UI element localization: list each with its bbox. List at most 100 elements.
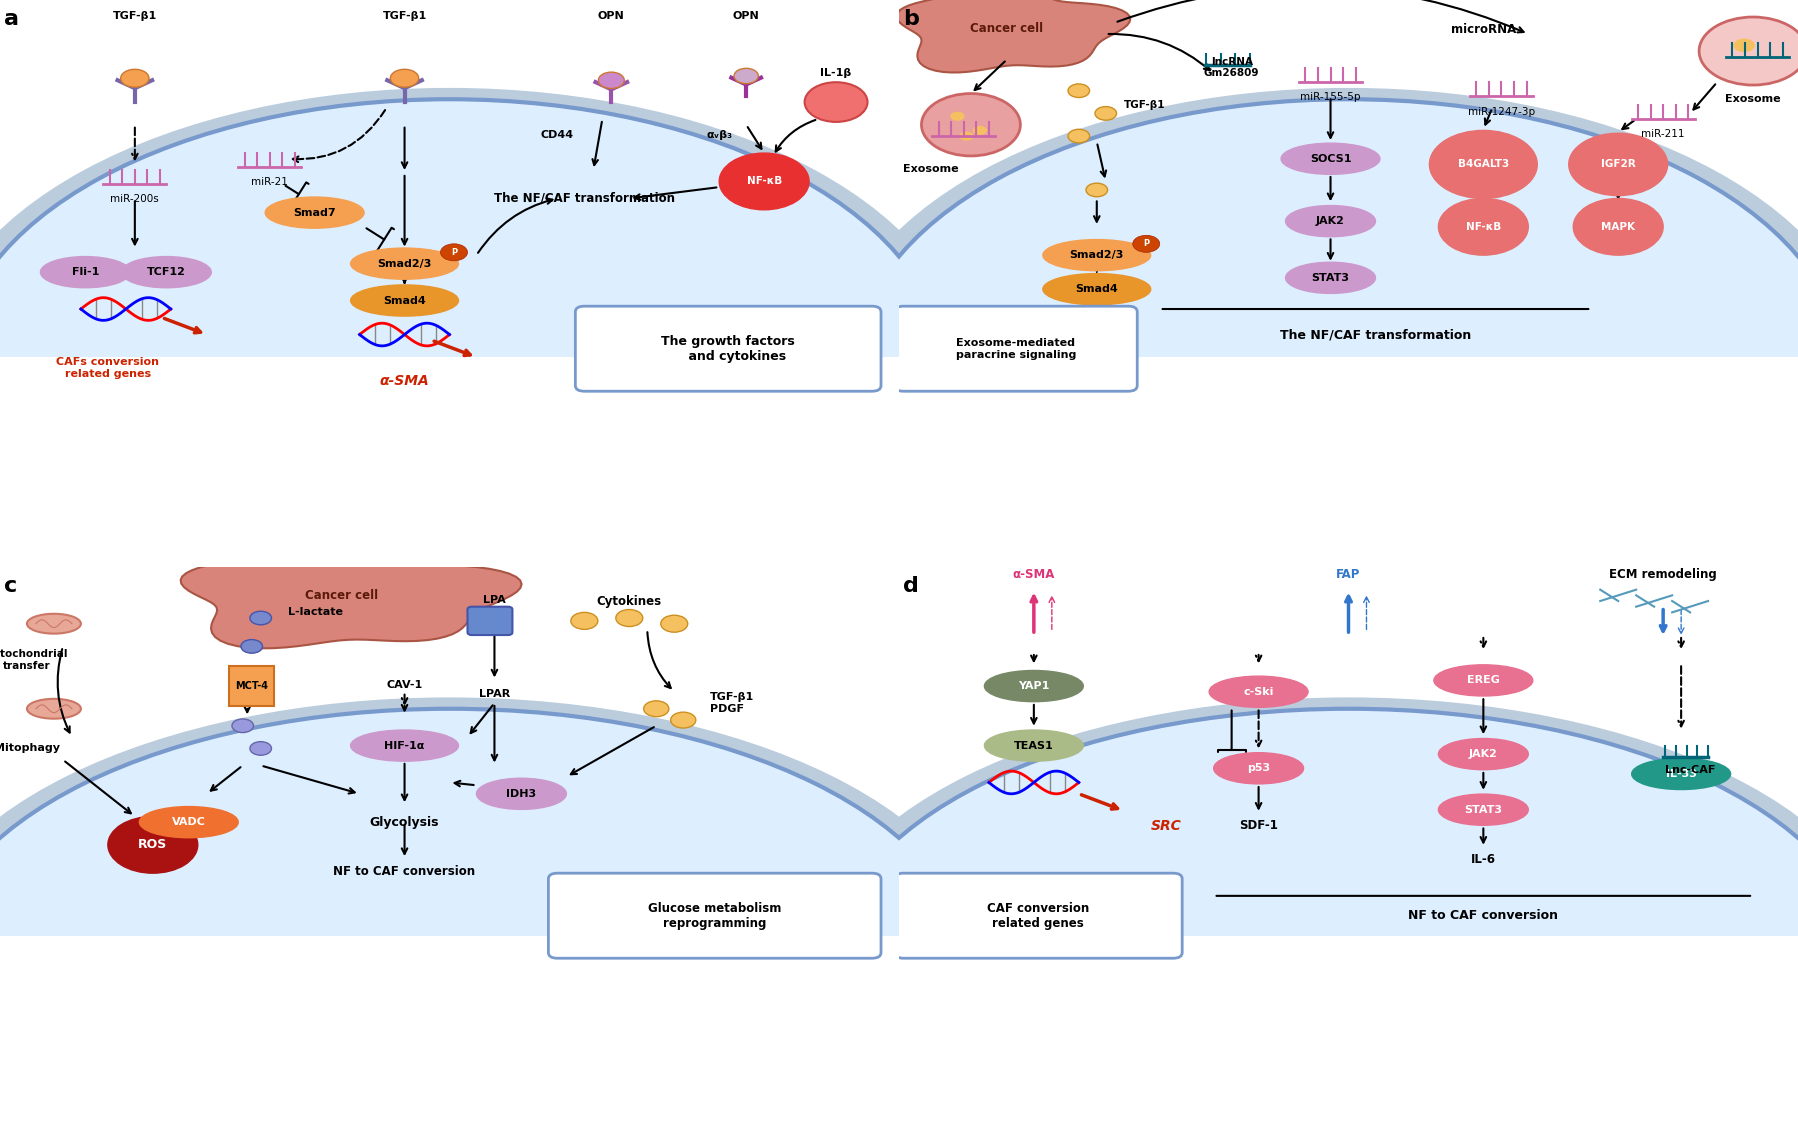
Text: Lnc-CAF: Lnc-CAF bbox=[1665, 765, 1715, 776]
Circle shape bbox=[1086, 183, 1108, 197]
Text: miR-211: miR-211 bbox=[1642, 129, 1685, 139]
Circle shape bbox=[806, 83, 868, 122]
Circle shape bbox=[644, 701, 669, 717]
Ellipse shape bbox=[1286, 205, 1375, 237]
Ellipse shape bbox=[831, 709, 1798, 1134]
Bar bbox=[854, 357, 1798, 595]
Text: SDF-1: SDF-1 bbox=[1239, 819, 1278, 832]
Text: Glycolysis: Glycolysis bbox=[370, 816, 439, 829]
Ellipse shape bbox=[1208, 676, 1307, 708]
Text: P: P bbox=[451, 248, 457, 256]
Circle shape bbox=[1568, 134, 1669, 196]
Ellipse shape bbox=[476, 778, 566, 810]
Ellipse shape bbox=[266, 197, 363, 228]
FancyBboxPatch shape bbox=[575, 306, 881, 391]
Text: LPA: LPA bbox=[484, 595, 505, 606]
Text: ROS: ROS bbox=[138, 838, 167, 852]
Text: α-SMA: α-SMA bbox=[379, 374, 430, 388]
Circle shape bbox=[441, 244, 467, 261]
Text: CD44: CD44 bbox=[541, 130, 574, 141]
Ellipse shape bbox=[984, 670, 1082, 702]
Text: IL-6: IL-6 bbox=[1471, 853, 1496, 866]
Bar bbox=[230, 666, 273, 705]
Text: miR-200s: miR-200s bbox=[110, 195, 160, 204]
Text: Smad2/3: Smad2/3 bbox=[378, 259, 432, 269]
Circle shape bbox=[599, 73, 624, 88]
Text: lncRNA
Gm26809: lncRNA Gm26809 bbox=[1205, 57, 1259, 78]
Text: miR-21: miR-21 bbox=[252, 178, 288, 187]
Text: TCF12: TCF12 bbox=[147, 268, 185, 277]
Text: p53: p53 bbox=[1248, 763, 1269, 773]
Text: Fli-1: Fli-1 bbox=[72, 268, 99, 277]
Circle shape bbox=[1095, 107, 1117, 120]
Ellipse shape bbox=[0, 100, 944, 637]
Text: NF-κB: NF-κB bbox=[746, 177, 782, 186]
Circle shape bbox=[250, 611, 271, 625]
Text: miR-155-5p: miR-155-5p bbox=[1300, 92, 1361, 102]
Text: miR-1247-3p: miR-1247-3p bbox=[1467, 107, 1535, 117]
Circle shape bbox=[241, 640, 263, 653]
FancyBboxPatch shape bbox=[467, 607, 512, 635]
FancyBboxPatch shape bbox=[895, 306, 1138, 391]
Text: Cytokines: Cytokines bbox=[597, 595, 662, 608]
Text: IL-1β: IL-1β bbox=[820, 68, 852, 78]
Ellipse shape bbox=[854, 100, 1798, 637]
Circle shape bbox=[108, 816, 198, 873]
Circle shape bbox=[1438, 198, 1528, 255]
Text: microRNA: microRNA bbox=[1451, 23, 1516, 35]
Ellipse shape bbox=[1043, 273, 1151, 305]
Text: Mitochondrial
transfer: Mitochondrial transfer bbox=[0, 649, 68, 671]
Text: NF-κB: NF-κB bbox=[1465, 222, 1501, 231]
Ellipse shape bbox=[1438, 794, 1528, 826]
Text: IDH3: IDH3 bbox=[507, 789, 536, 798]
Ellipse shape bbox=[0, 735, 944, 1134]
Text: YAP1: YAP1 bbox=[1018, 682, 1050, 691]
Circle shape bbox=[734, 68, 759, 84]
Text: IL-33: IL-33 bbox=[1665, 769, 1697, 779]
Circle shape bbox=[250, 742, 271, 755]
Circle shape bbox=[232, 668, 254, 682]
Text: CAFs conversion
related genes: CAFs conversion related genes bbox=[56, 357, 160, 379]
Text: FAP: FAP bbox=[1336, 568, 1361, 581]
Circle shape bbox=[1573, 198, 1663, 255]
Text: B4GALT3: B4GALT3 bbox=[1458, 160, 1509, 169]
Ellipse shape bbox=[122, 256, 212, 288]
Text: EREG: EREG bbox=[1467, 676, 1500, 685]
Text: The growth factors
    and cytokines: The growth factors and cytokines bbox=[662, 335, 795, 363]
Text: TGF-β1: TGF-β1 bbox=[1124, 100, 1165, 110]
FancyBboxPatch shape bbox=[895, 873, 1183, 958]
Circle shape bbox=[921, 94, 1021, 156]
Circle shape bbox=[572, 612, 597, 629]
Text: TGF-β1
PDGF: TGF-β1 PDGF bbox=[710, 692, 755, 714]
Text: CAV-1: CAV-1 bbox=[387, 680, 423, 691]
Ellipse shape bbox=[1286, 262, 1375, 294]
Text: Smad2/3: Smad2/3 bbox=[1070, 251, 1124, 260]
Ellipse shape bbox=[27, 699, 81, 719]
Text: Exosome-mediated
paracrine signaling: Exosome-mediated paracrine signaling bbox=[957, 338, 1075, 359]
Ellipse shape bbox=[0, 88, 967, 649]
Ellipse shape bbox=[140, 806, 237, 838]
Text: Mitophagy: Mitophagy bbox=[0, 743, 59, 753]
Ellipse shape bbox=[27, 613, 81, 634]
Text: SOCS1: SOCS1 bbox=[1309, 154, 1352, 163]
Text: JAK2: JAK2 bbox=[1316, 217, 1345, 226]
Circle shape bbox=[120, 69, 149, 87]
Circle shape bbox=[1068, 129, 1090, 143]
Text: STAT3: STAT3 bbox=[1311, 273, 1350, 282]
Text: NF to CAF conversion: NF to CAF conversion bbox=[333, 864, 476, 878]
Ellipse shape bbox=[984, 730, 1082, 761]
Text: Exosome: Exosome bbox=[903, 164, 958, 175]
Text: a: a bbox=[4, 9, 20, 28]
Text: αᵥβ₃: αᵥβ₃ bbox=[707, 130, 732, 141]
Text: d: d bbox=[903, 576, 919, 595]
Ellipse shape bbox=[40, 256, 131, 288]
Ellipse shape bbox=[809, 697, 1798, 1134]
Ellipse shape bbox=[1280, 143, 1381, 175]
Circle shape bbox=[671, 712, 696, 728]
Text: ECM remodeling: ECM remodeling bbox=[1609, 568, 1717, 581]
Text: L-lactate: L-lactate bbox=[288, 608, 343, 617]
Ellipse shape bbox=[1214, 753, 1304, 784]
Text: The NF/CAF transformation: The NF/CAF transformation bbox=[494, 192, 674, 205]
Circle shape bbox=[949, 112, 964, 120]
Ellipse shape bbox=[877, 130, 1798, 629]
